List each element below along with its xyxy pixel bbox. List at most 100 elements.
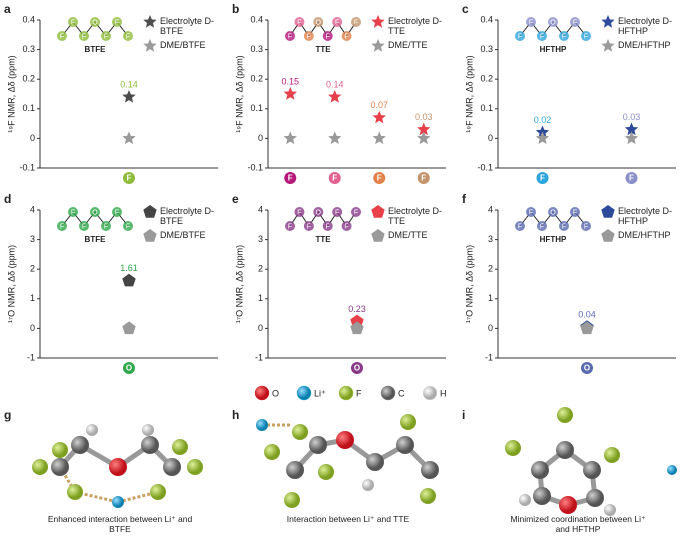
- structure-atom-label: F: [71, 19, 75, 26]
- y-tick-label: 0.3: [480, 44, 493, 54]
- legend-marker: [371, 229, 385, 242]
- data-point: [535, 131, 550, 145]
- y-axis-title: ¹⁷O NMR, Δδ (ppm): [6, 245, 16, 323]
- category-atom: [373, 172, 386, 184]
- structure-atom-label: F: [562, 33, 566, 40]
- data-label: 0.07: [370, 100, 388, 110]
- structure-atom-label: O: [316, 19, 322, 26]
- legend-marker: [143, 205, 157, 218]
- structure-atom-label: F: [307, 33, 311, 40]
- category-atom: [625, 172, 638, 184]
- structure-atom: [90, 207, 100, 217]
- structure-atom-label: F: [60, 223, 64, 230]
- legend-label: Electrolyte D-TTE: [388, 206, 443, 226]
- structure-atom-label: F: [529, 19, 533, 26]
- legend-marker: [601, 205, 615, 218]
- y-tick-label: 0.1: [250, 103, 263, 113]
- legend-label: DME/TTE: [388, 40, 428, 50]
- structure-atom: [559, 31, 569, 41]
- y-tick-label: 0: [30, 323, 35, 333]
- data-point: [122, 273, 136, 287]
- structure-atom-label: F: [307, 223, 311, 230]
- y-tick-label: 1: [258, 293, 263, 303]
- structure-atom-label: F: [60, 33, 64, 40]
- structure-atom-label: F: [518, 223, 522, 230]
- y-tick-label: 2: [30, 264, 35, 274]
- y-tick-label: 0.1: [480, 103, 493, 113]
- data-point: [283, 87, 297, 100]
- structure-atom: [526, 207, 536, 217]
- caption: Interaction between Li⁺ and TTE: [286, 514, 410, 524]
- structure-atom-label: F: [104, 33, 108, 40]
- atom-legend-ball: [380, 385, 396, 401]
- data-point: [328, 90, 342, 103]
- structure-atom: [101, 31, 111, 41]
- data-label: 0.14: [120, 79, 138, 89]
- y-tick-label: 1: [30, 293, 35, 303]
- legend-marker: [601, 229, 615, 242]
- y-tick-label: -0.1: [19, 162, 35, 172]
- structure-atom-label: F: [518, 33, 522, 40]
- legend-marker: [601, 39, 615, 52]
- structure-atom-label: F: [584, 33, 588, 40]
- y-tick-label: 0.4: [22, 14, 35, 24]
- structure-atom-label: F: [297, 209, 301, 216]
- panel-letter: h: [232, 408, 239, 422]
- molecule-name: BTFE: [85, 235, 107, 244]
- structure-atom: [123, 31, 133, 41]
- molecule-name: HFTHP: [540, 235, 567, 244]
- category-atom: [581, 362, 593, 374]
- structure-atom: [90, 17, 100, 27]
- structure-atom: [123, 221, 133, 231]
- category-atom: [536, 172, 549, 184]
- structure-atom: [548, 207, 558, 217]
- molecule-h: [256, 414, 439, 508]
- structure-atom-label: F: [82, 223, 86, 230]
- structure-atom-label: F: [540, 33, 544, 40]
- legend-label: Electrolyte D-HFTHP: [618, 16, 673, 36]
- y-tick-label: -1: [27, 352, 35, 362]
- category-atom: [328, 172, 341, 184]
- structure-atom: [332, 207, 343, 217]
- structure-atom: [57, 221, 67, 231]
- structure-atom: [581, 31, 591, 41]
- y-tick-label: 2: [488, 264, 493, 274]
- structure-atom-label: F: [573, 209, 577, 216]
- y-tick-label: 0.3: [250, 44, 263, 54]
- y-tick-label: 3: [258, 234, 263, 244]
- structure-atom-label: F: [82, 33, 86, 40]
- structure-atom: [581, 221, 591, 231]
- structure-atom-label: F: [584, 223, 588, 230]
- structure-atom: [101, 221, 111, 231]
- structure-atom-label: F: [104, 223, 108, 230]
- structure-atom-label: O: [550, 209, 556, 216]
- panel-letter: d: [4, 192, 11, 206]
- panel-letter: i: [462, 408, 465, 422]
- y-axis-title: ¹⁷O NMR, Δδ (ppm): [234, 245, 244, 323]
- y-tick-label: 0.4: [250, 14, 263, 24]
- structure-atom: [322, 221, 333, 231]
- y-tick-label: 4: [258, 204, 263, 214]
- data-point: [283, 131, 297, 145]
- category-atom: [351, 362, 363, 374]
- data-point: [372, 131, 386, 145]
- data-point: [372, 110, 386, 124]
- panel-letter: g: [4, 408, 11, 422]
- y-tick-label: 4: [30, 204, 35, 214]
- structure-atom: [57, 31, 67, 41]
- data-label: 0.23: [348, 304, 366, 314]
- atom-legend-ball: [254, 385, 270, 401]
- x-tick-label: O: [126, 364, 132, 373]
- structure-atom: [285, 221, 295, 231]
- structure-atom-label: F: [354, 19, 358, 26]
- structure-atom: [79, 221, 89, 231]
- y-tick-label: 0.1: [22, 103, 35, 113]
- data-point: [328, 131, 342, 145]
- molecule-g: [32, 424, 203, 508]
- panel-letter: a: [4, 2, 11, 16]
- molecule-name: BTFE: [85, 45, 107, 54]
- structure-atom-label: F: [335, 209, 339, 216]
- structure-atom: [537, 31, 547, 41]
